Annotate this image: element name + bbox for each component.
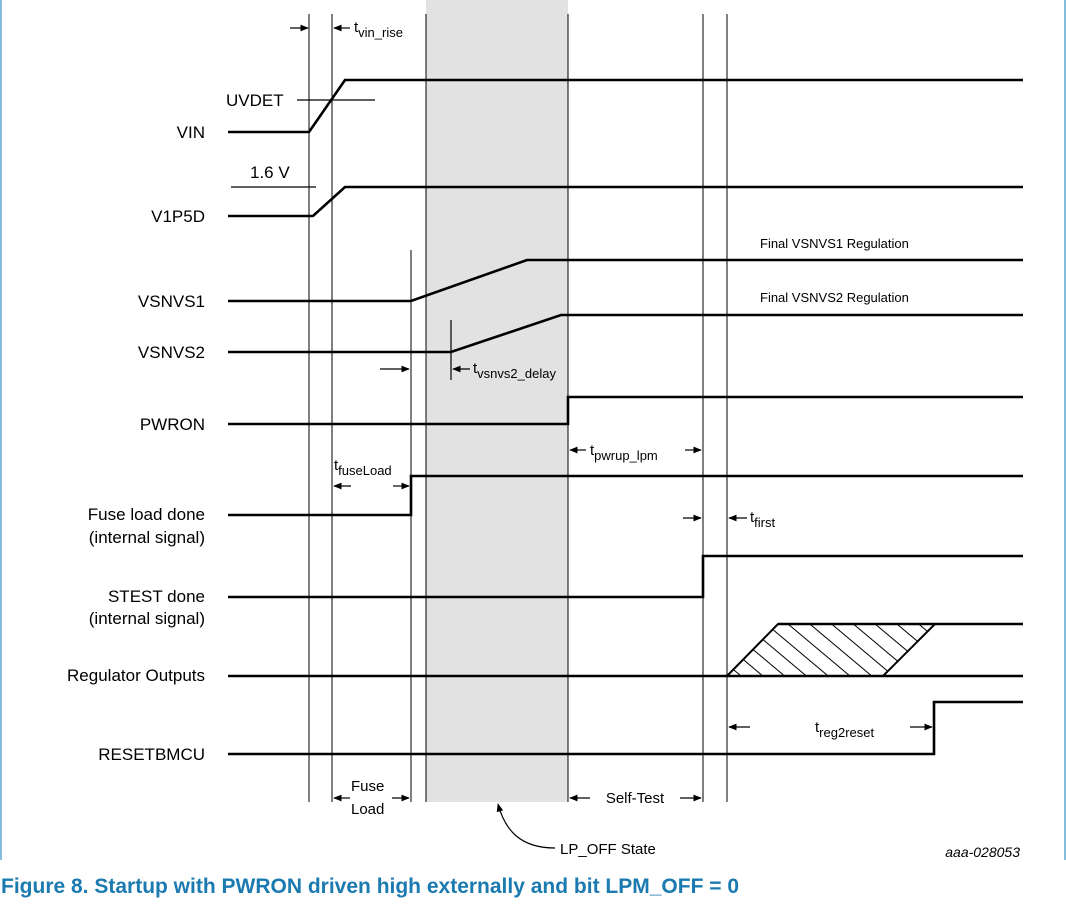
lp-off-pointer (496, 803, 556, 849)
label-vin: VIN (177, 123, 205, 142)
label-t-pwrup-lpm: tpwrup_lpm (590, 442, 658, 463)
label-vsnvs1-final: Final VSNVS1 Regulation (760, 236, 909, 251)
label-stest-done-sub: (internal signal) (89, 609, 205, 628)
label-resetbmcu: RESETBMCU (98, 745, 205, 764)
label-stest-done: STEST done (108, 587, 205, 606)
label-vsnvs2-final: Final VSNVS2 Regulation (760, 290, 909, 305)
figure-border (0, 0, 1066, 860)
label-t-fuseload: tfuseLoad (334, 457, 392, 478)
wave-vin (228, 78, 1023, 134)
guide-lines (308, 14, 728, 802)
label-reg-outputs: Regulator Outputs (67, 666, 205, 685)
label-fuse-load-1: Fuse (351, 778, 384, 795)
wave-vsnvs2 (228, 313, 1023, 354)
label-fuse-done: Fuse load done (88, 505, 205, 524)
label-v1p5d: V1P5D (151, 207, 205, 226)
timing-arrows (290, 24, 933, 802)
lp-off-shade (426, 0, 568, 802)
label-fuse-done-sub: (internal signal) (89, 528, 205, 547)
label-t-vin-rise: tvin_rise (354, 19, 403, 40)
label-t-reg2reset: treg2reset (815, 719, 874, 740)
label-uvdet: UVDET (226, 91, 284, 110)
label-1p6v: 1.6 V (250, 163, 290, 182)
wave-fuse-done (228, 474, 1023, 517)
label-lp-off-state: LP_OFF State (560, 841, 656, 858)
wave-stest-done (228, 554, 1023, 599)
label-t-vsnvs2-delay: tvsnvs2_delay (473, 360, 556, 381)
figure-id: aaa-028053 (945, 844, 1020, 860)
figure-caption: Figure 8. Startup with PWRON driven high… (1, 875, 739, 898)
reg-outputs-hatch (724, 623, 938, 677)
label-pwron: PWRON (140, 415, 205, 434)
label-self-test: Self-Test (606, 790, 665, 807)
label-vsnvs1: VSNVS1 (138, 292, 205, 311)
label-vsnvs2: VSNVS2 (138, 343, 205, 362)
wave-vsnvs1 (228, 258, 1023, 303)
wave-v1p5d (228, 185, 1023, 218)
label-t-first: tfirst (750, 509, 776, 530)
label-fuse-load-2: Load (351, 801, 384, 818)
wave-pwron (228, 395, 1023, 426)
wave-resetbmcu (228, 700, 1023, 756)
